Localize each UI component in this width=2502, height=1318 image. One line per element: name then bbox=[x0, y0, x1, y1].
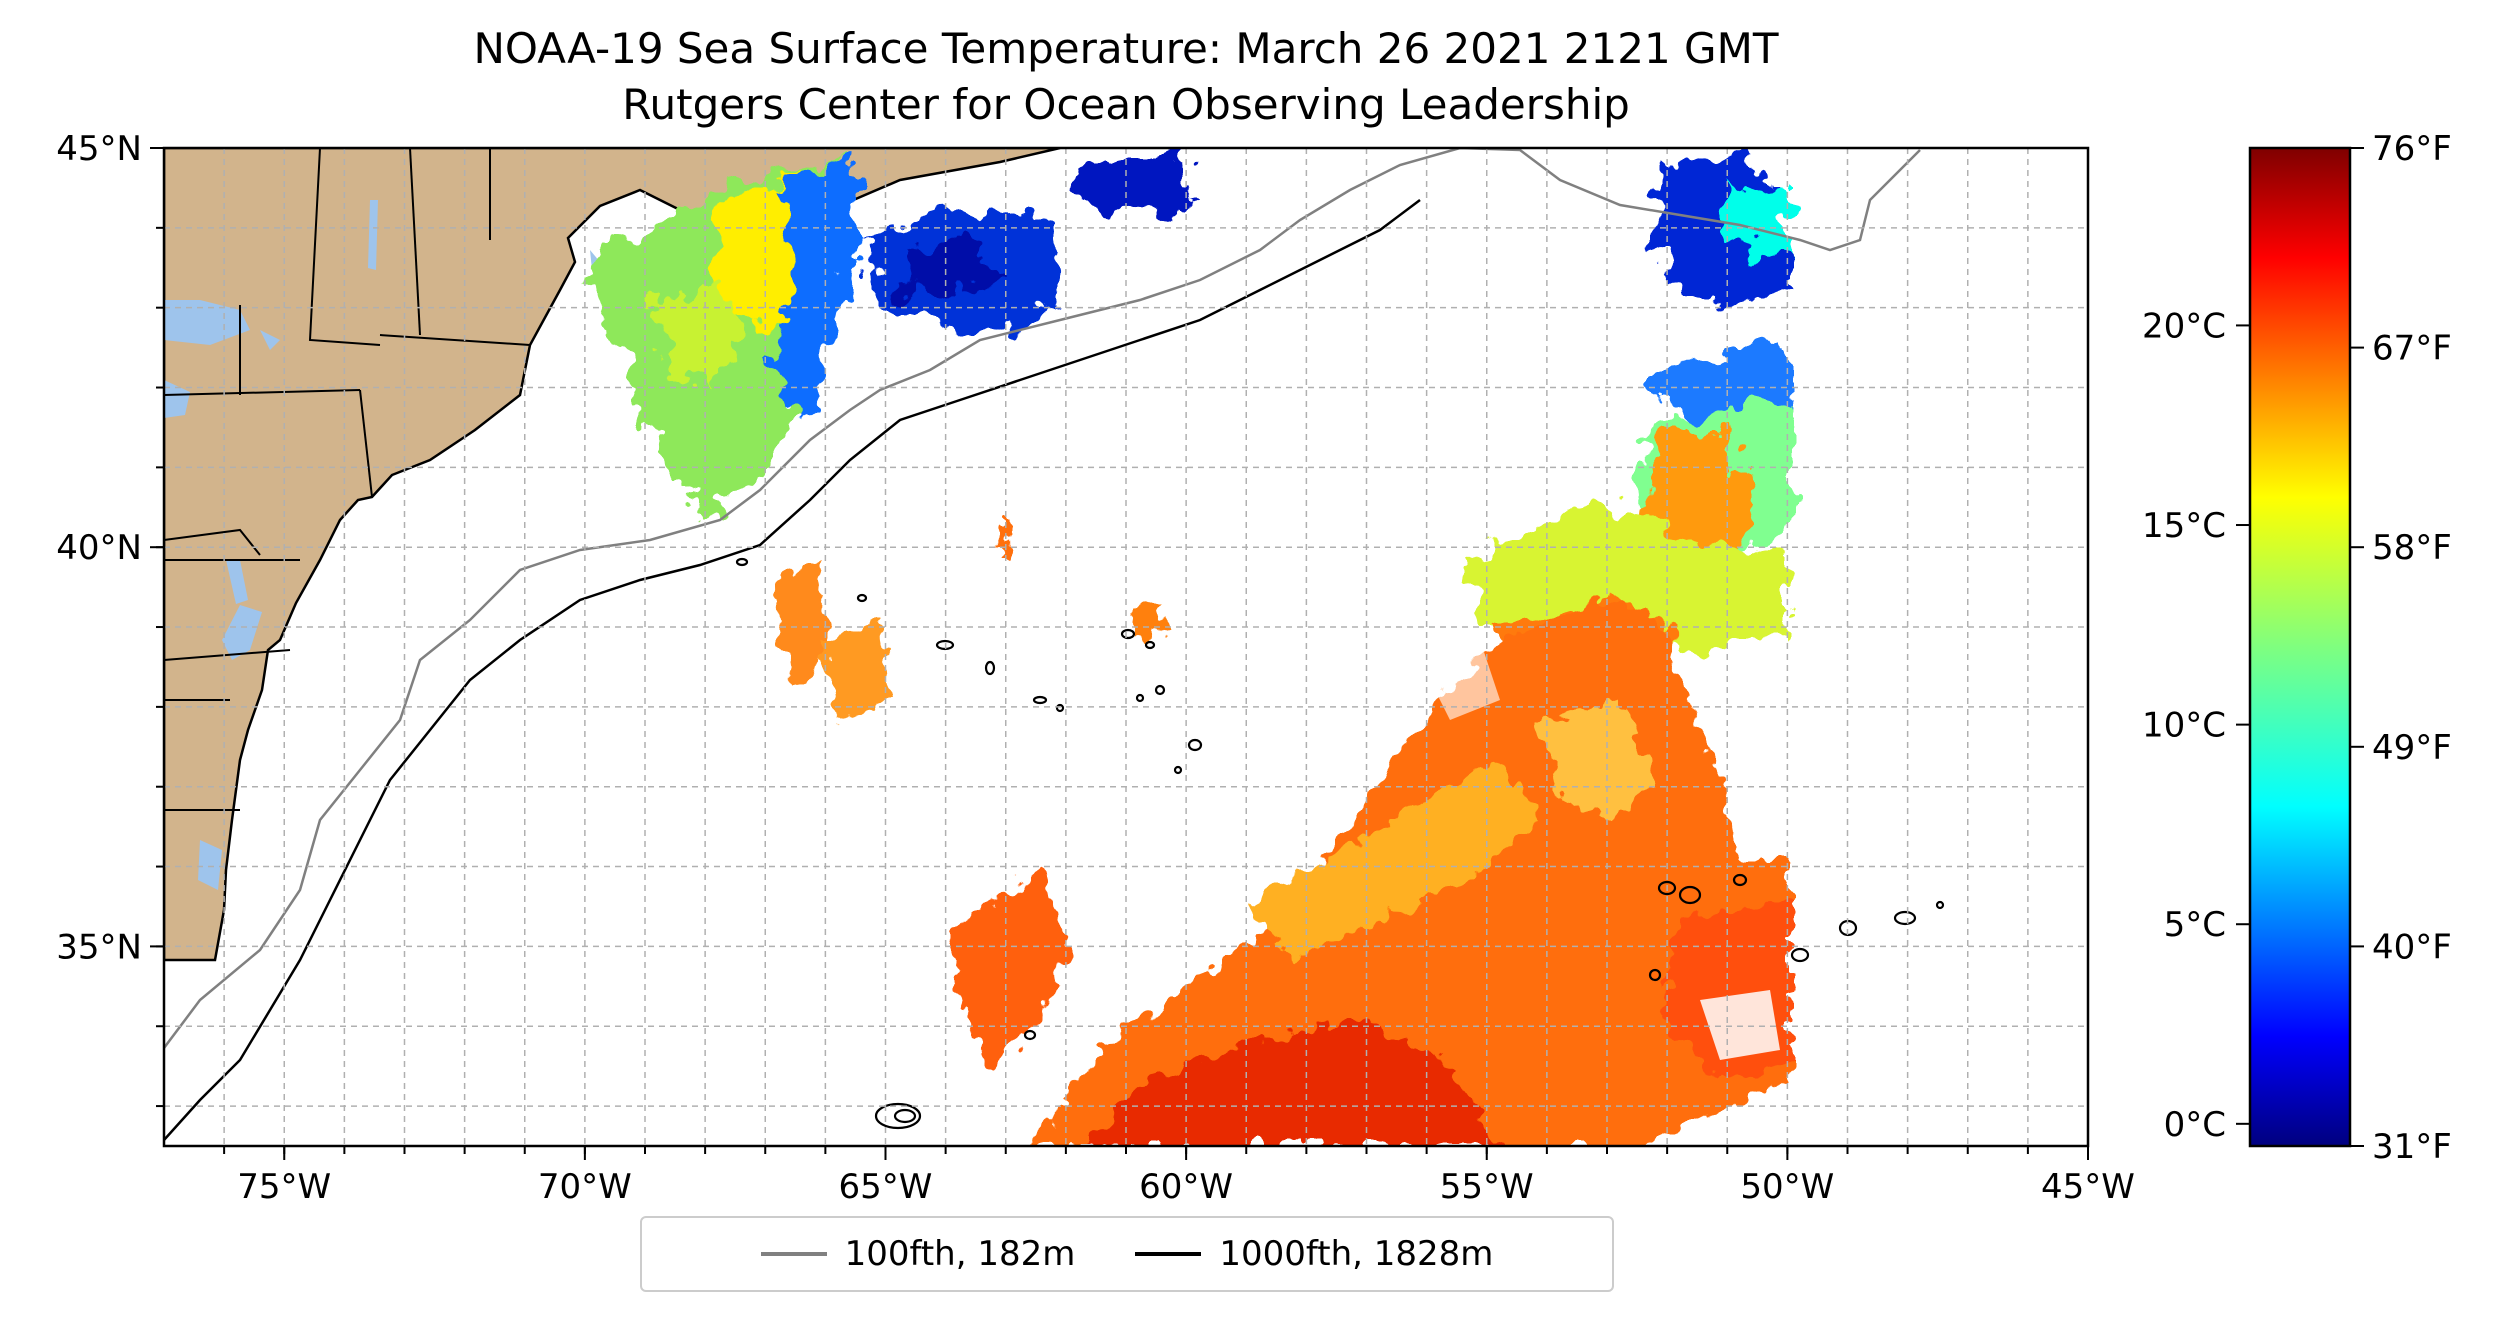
legend-item-100fth: 100fth, 182m bbox=[760, 1234, 1076, 1274]
colorbar-label-f: 76°F bbox=[2372, 129, 2452, 169]
x-tick-label: 45°W bbox=[2041, 1167, 2135, 1207]
colorbar-label-f: 49°F bbox=[2372, 728, 2452, 768]
colorbar-label-f: 40°F bbox=[2372, 927, 2452, 967]
colorbar-label-c: 15°C bbox=[2142, 506, 2226, 546]
colorbar-ticks bbox=[2236, 147, 2364, 1147]
y-tick-label: 45°N bbox=[56, 129, 142, 169]
colorbar-label-c: 20°C bbox=[2142, 306, 2226, 346]
x-tick-label: 55°W bbox=[1440, 1167, 1534, 1207]
y-tick-label: 40°N bbox=[56, 528, 142, 568]
colorbar-label-f: 31°F bbox=[2372, 1127, 2452, 1167]
colorbar-label-c: 5°C bbox=[2164, 905, 2226, 945]
colorbar-label-f: 58°F bbox=[2372, 528, 2452, 568]
chart-subtitle: Rutgers Center for Ocean Observing Leade… bbox=[622, 80, 1630, 129]
colorbar-label-c: 10°C bbox=[2142, 706, 2226, 746]
contour-1000fth bbox=[164, 199, 1421, 1141]
chart-title: NOAA-19 Sea Surface Temperature: March 2… bbox=[473, 24, 1779, 73]
legend-swatch-black bbox=[1135, 1252, 1202, 1256]
axis-ticks bbox=[150, 147, 2089, 1160]
legend-item-1000fth: 1000fth, 1828m bbox=[1135, 1234, 1493, 1274]
y-tick-label: 35°N bbox=[56, 927, 142, 967]
colorbar-label-c: 0°C bbox=[2164, 1105, 2226, 1145]
inland-water bbox=[164, 200, 600, 890]
x-tick-label: 65°W bbox=[839, 1167, 933, 1207]
x-tick-label: 60°W bbox=[1139, 1167, 1233, 1207]
legend-swatch-gray bbox=[760, 1252, 827, 1256]
legend-label: 100fth, 182m bbox=[844, 1234, 1076, 1274]
colorbar-labels: 20°C 15°C 10°C 5°C 0°C 76°F 67°F 58°F 49°F 40°F 31… bbox=[2142, 129, 2452, 1167]
x-tick-label: 75°W bbox=[237, 1167, 331, 1207]
map-gridlines bbox=[164, 148, 2088, 1146]
axis-labels: 75°W 70°W 65°W 60°W 55°W 50°W 45°W 45°N 40°N 35°N bbox=[56, 129, 2135, 1207]
colorbar bbox=[2248, 146, 2352, 1148]
contour-100fth bbox=[164, 148, 1921, 1049]
colorbar-label-f: 67°F bbox=[2372, 329, 2452, 369]
x-tick-label: 50°W bbox=[1740, 1167, 1834, 1207]
x-tick-label: 70°W bbox=[538, 1167, 632, 1207]
legend-label: 1000fth, 1828m bbox=[1219, 1234, 1494, 1274]
legend: 100fth, 182m 1000fth, 1828m bbox=[640, 1216, 1614, 1292]
